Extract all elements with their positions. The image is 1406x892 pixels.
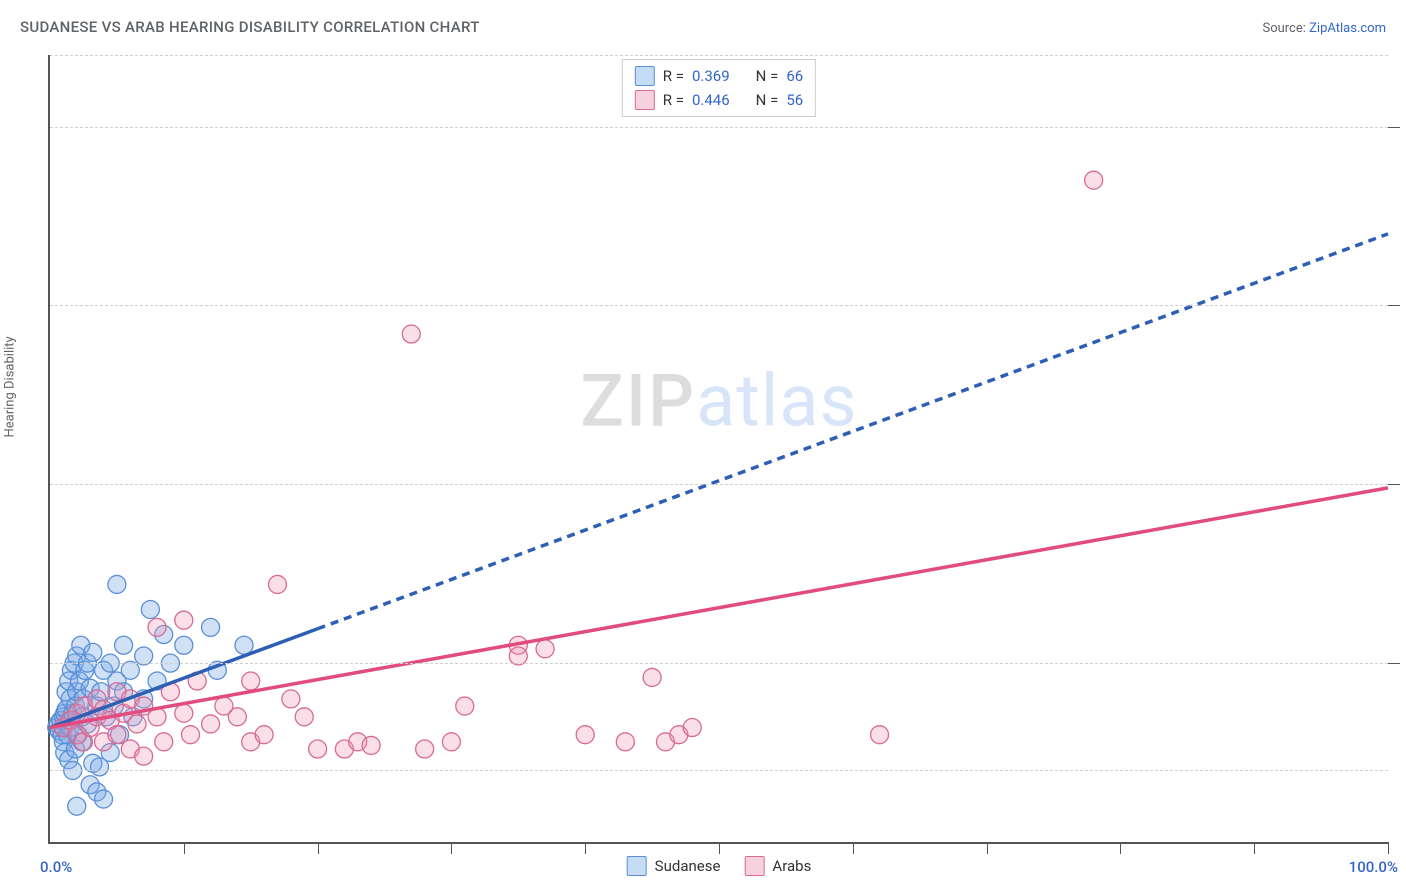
trend-line-extrapolated: [318, 234, 1388, 629]
gridline: [50, 55, 1388, 56]
data-point: [148, 618, 166, 636]
y-tick: [1388, 305, 1400, 306]
y-tick: [1388, 663, 1400, 664]
data-point: [616, 733, 634, 751]
n-label: N =: [756, 91, 779, 109]
legend-label: Arabs: [772, 857, 811, 875]
data-point: [175, 704, 193, 722]
data-point: [202, 715, 220, 733]
data-point: [128, 715, 146, 733]
legend-swatch: [635, 90, 655, 110]
data-point: [108, 726, 126, 744]
data-point: [255, 726, 273, 744]
data-point: [576, 726, 594, 744]
data-point: [1085, 171, 1103, 189]
x-tick: [719, 842, 720, 854]
data-point: [871, 726, 889, 744]
data-point: [362, 736, 380, 754]
legend-stats: R = 0.369 N = 66 R = 0.446 N = 56: [622, 59, 816, 117]
data-point: [175, 636, 193, 654]
data-point: [95, 790, 113, 808]
x-tick: [1388, 842, 1389, 854]
gridline: [50, 663, 1388, 664]
data-point: [155, 733, 173, 751]
r-label: R =: [663, 91, 684, 109]
data-point: [68, 797, 86, 815]
data-point: [456, 697, 474, 715]
data-point: [536, 640, 554, 658]
r-label: R =: [663, 67, 684, 85]
source-line: Source: ZipAtlas.com: [1262, 21, 1386, 36]
x-tick: [1120, 842, 1121, 854]
source-prefix: Source:: [1262, 21, 1309, 36]
data-point: [202, 618, 220, 636]
legend-swatch: [635, 66, 655, 86]
y-axis-label: Hearing Disability: [3, 336, 18, 437]
legend-swatch: [627, 856, 647, 876]
legend-label: Sudanese: [655, 857, 721, 875]
data-point: [175, 611, 193, 629]
gridline: [50, 484, 1388, 485]
data-point: [242, 672, 260, 690]
data-point: [442, 733, 460, 751]
x-tick: [987, 842, 988, 854]
legend-stats-row: R = 0.446 N = 56: [631, 88, 807, 112]
data-point: [643, 668, 661, 686]
x-tick: [451, 842, 452, 854]
data-point: [295, 708, 313, 726]
r-value: 0.446: [692, 91, 730, 109]
data-point: [135, 747, 153, 765]
legend-swatch: [744, 856, 764, 876]
data-point: [84, 643, 102, 661]
x-tick: [853, 842, 854, 854]
data-point: [416, 740, 434, 758]
x-tick: [184, 842, 185, 854]
legend-series: Sudanese Arabs: [627, 856, 812, 876]
source-link[interactable]: ZipAtlas.com: [1309, 21, 1386, 36]
data-point: [235, 636, 253, 654]
r-value: 0.369: [692, 67, 730, 85]
gridline: [50, 127, 1388, 128]
data-point: [181, 726, 199, 744]
data-point: [309, 740, 327, 758]
trend-line: [50, 488, 1388, 728]
data-point: [402, 325, 420, 343]
n-value: 66: [786, 67, 803, 85]
x-tick: [1254, 842, 1255, 854]
title-bar: SUDANESE VS ARAB HEARING DISABILITY CORR…: [20, 18, 1386, 36]
legend-stats-row: R = 0.369 N = 66: [631, 64, 807, 88]
legend-item: Arabs: [744, 856, 811, 876]
data-point: [282, 690, 300, 708]
chart-svg: [50, 55, 1388, 842]
y-tick: [1388, 127, 1400, 128]
data-point: [228, 708, 246, 726]
x-axis-min-label: 0.0%: [40, 858, 72, 876]
data-point: [108, 575, 126, 593]
chart-title: SUDANESE VS ARAB HEARING DISABILITY CORR…: [20, 18, 480, 36]
x-tick: [318, 842, 319, 854]
gridline: [50, 305, 1388, 306]
legend-item: Sudanese: [627, 856, 721, 876]
data-point: [268, 575, 286, 593]
plot-area: ZIPatlas 0.0% 100.0% R =0.369N =66R =0.4…: [48, 55, 1388, 844]
x-tick: [585, 842, 586, 854]
n-value: 56: [786, 91, 803, 109]
data-point: [683, 719, 701, 737]
x-axis-max-label: 100.0%: [1349, 858, 1398, 876]
data-point: [115, 636, 133, 654]
gridline: [50, 770, 1388, 771]
n-label: N =: [756, 67, 779, 85]
data-point: [141, 600, 159, 618]
y-tick: [1388, 484, 1400, 485]
